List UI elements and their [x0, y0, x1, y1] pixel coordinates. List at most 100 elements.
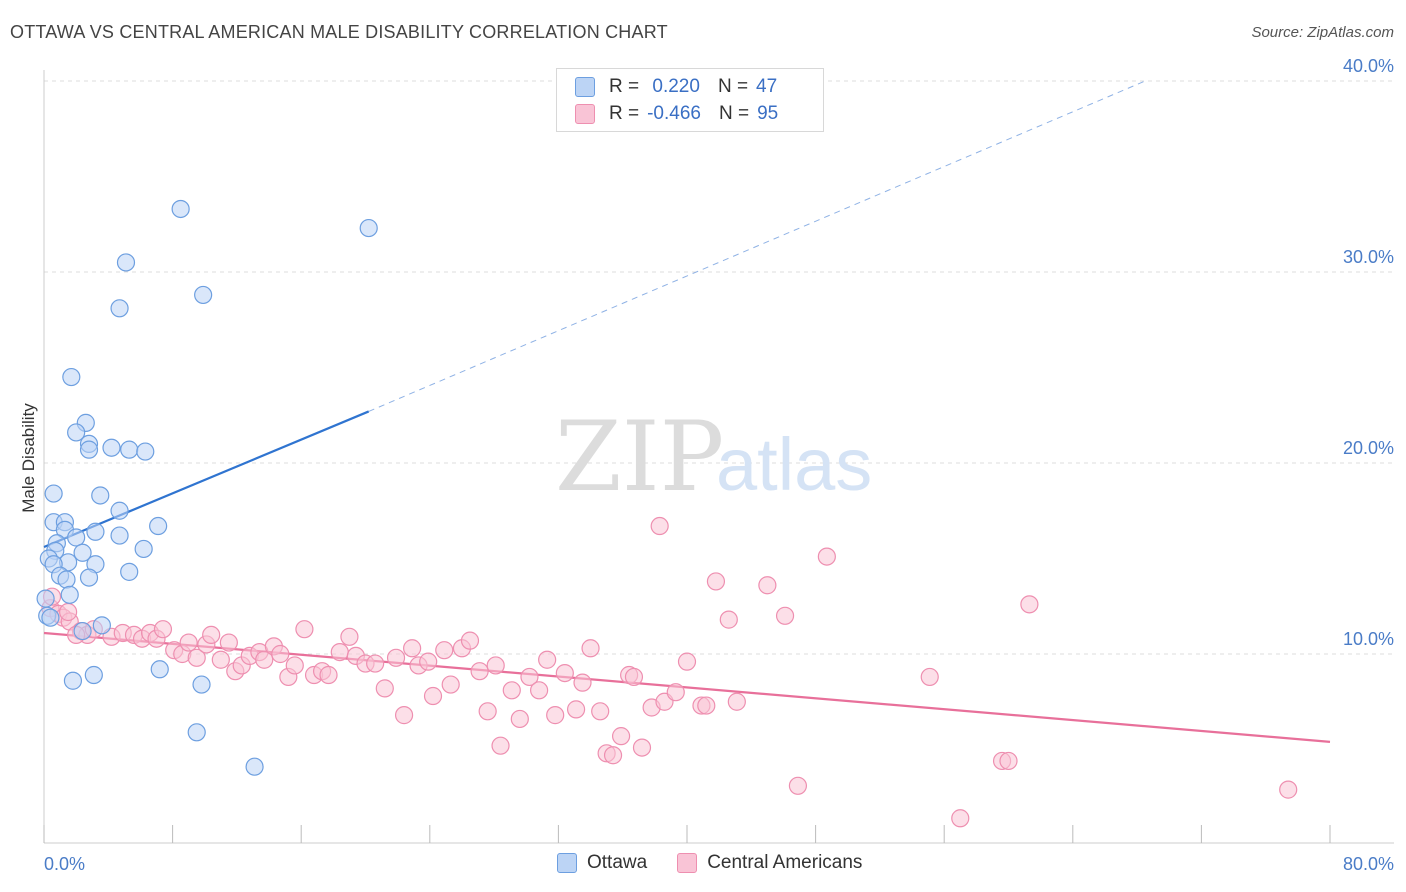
ottawa-point — [102, 438, 121, 457]
central-americans-point — [624, 667, 644, 687]
central-americans-point — [470, 662, 489, 681]
central-americans-point — [1020, 595, 1039, 614]
central-americans-swatch — [575, 104, 595, 124]
central-americans-point — [920, 667, 939, 687]
chart-title: OTTAWA VS CENTRAL AMERICAN MALE DISABILI… — [10, 22, 668, 42]
central-americans-point — [295, 620, 314, 639]
central-americans-point — [255, 650, 274, 669]
ottawa-point — [79, 568, 99, 587]
ottawa-point — [149, 516, 168, 536]
ottawa-point — [63, 671, 83, 690]
central-americans-point — [285, 656, 304, 675]
legend-item-central-americans[interactable]: Central Americans — [677, 852, 862, 874]
central-americans-point — [340, 627, 359, 646]
ottawa-point — [192, 675, 211, 694]
r-value: 0.220 — [647, 76, 700, 97]
ottawa-point — [120, 440, 139, 459]
r-label: R = — [609, 76, 640, 97]
central-americans-point — [271, 644, 290, 664]
central-americans-point — [999, 751, 1018, 771]
ottawa-point — [187, 723, 206, 742]
central-americans-point — [510, 709, 529, 729]
central-americans-point — [486, 656, 505, 675]
central-americans-point — [319, 665, 338, 685]
axis-labels: 10.0% 20.0% 30.0% 40.0% 0.0% 80.0% Male Disabi… — [19, 56, 1394, 874]
central-americans-swatch — [677, 853, 698, 873]
ottawa-trend-extension — [368, 80, 1146, 412]
ottawa-point — [44, 484, 63, 503]
central-americans-point — [581, 639, 600, 658]
central-americans-trend-line — [43, 631, 1331, 743]
ottawa-point — [245, 757, 264, 776]
central-americans-point — [611, 727, 631, 746]
central-americans-point — [1279, 780, 1298, 799]
ottawa-point — [194, 285, 213, 305]
central-americans-point — [394, 706, 414, 725]
central-americans-point — [697, 696, 716, 715]
central-americans-point — [650, 516, 669, 536]
ottawa-point — [73, 543, 92, 562]
central-americans-point — [632, 738, 652, 757]
ottawa-point — [136, 442, 155, 461]
central-americans-point — [153, 620, 173, 639]
central-americans-point — [677, 652, 697, 671]
series-legend: Ottawa Central Americans — [557, 852, 892, 874]
ottawa-point — [84, 665, 103, 685]
ottawa-point — [86, 522, 105, 541]
ottawa-swatch — [575, 77, 595, 97]
n-value: 47 — [756, 76, 778, 97]
y-tick-label: 10.0% — [1343, 629, 1394, 649]
central-americans-point — [59, 602, 78, 622]
central-americans-point — [211, 650, 230, 669]
y-tick-label: 30.0% — [1343, 247, 1394, 267]
ottawa-point — [92, 616, 111, 635]
ottawa-point — [60, 585, 79, 604]
central-americans-point — [423, 686, 443, 706]
central-americans-point — [491, 736, 510, 755]
central-americans-point — [775, 606, 795, 625]
ottawa-point — [57, 570, 76, 589]
central-americans-point — [366, 654, 385, 673]
x-tick-label: 80.0% — [1343, 854, 1394, 874]
ottawa-point — [134, 539, 153, 559]
ottawa-point — [67, 528, 86, 547]
central-americans-point — [219, 633, 238, 652]
ottawa-point — [150, 660, 169, 679]
ottawa-point — [110, 526, 129, 545]
y-tick-label: 20.0% — [1343, 438, 1394, 458]
ottawa-point — [91, 486, 110, 505]
central-americans-point — [187, 648, 206, 667]
central-americans-point — [386, 648, 406, 667]
watermark-zip: ZIP — [555, 401, 724, 513]
r-label: R = — [609, 103, 640, 124]
ottawa-point — [41, 608, 60, 627]
data-points — [36, 199, 1298, 828]
legend-row-central-americans: R = -0.466 N = 95 — [575, 101, 778, 127]
central-americans-point — [727, 692, 746, 711]
central-americans-point — [758, 576, 777, 595]
ottawa-swatch — [557, 853, 577, 873]
central-americans-point — [530, 681, 549, 700]
legend-item-ottawa[interactable]: Ottawa — [557, 852, 647, 874]
central-americans-point — [478, 702, 497, 721]
central-americans-point — [435, 641, 454, 660]
n-value: 95 — [757, 103, 779, 124]
n-label: N = — [718, 103, 750, 124]
ottawa-point — [116, 253, 136, 272]
central-americans-point — [566, 700, 586, 719]
source-label: Source: ZipAtlas.com — [1251, 24, 1394, 41]
central-americans-point — [460, 631, 480, 650]
central-americans-point — [573, 673, 592, 692]
correlation-legend: R = 0.220 N = 47 R = -0.466 N = 95 — [556, 68, 824, 132]
ottawa-point — [62, 367, 81, 387]
ottawa-point — [110, 299, 129, 318]
central-americans-point — [591, 702, 610, 721]
central-americans-point — [603, 746, 623, 765]
central-americans-point — [502, 681, 521, 700]
x-tick-label: 0.0% — [44, 854, 85, 874]
central-americans-point — [403, 639, 422, 658]
legend-label-ottawa: Ottawa — [587, 852, 648, 873]
central-americans-point — [441, 675, 460, 694]
